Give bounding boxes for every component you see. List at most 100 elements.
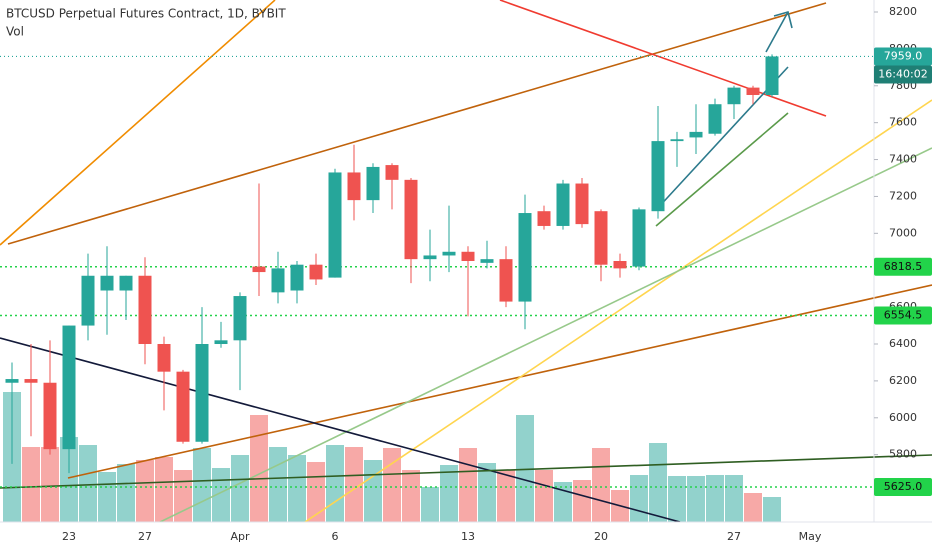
candle-body [309, 264, 323, 280]
y-tick-label: 6000 [889, 411, 917, 424]
candle-body [214, 340, 228, 345]
x-tick-label: 13 [461, 530, 475, 543]
volume-bar [288, 455, 306, 522]
volume-bar [307, 462, 325, 522]
volume-bar [668, 476, 686, 522]
x-tick-label: May [799, 530, 822, 543]
candle-body [632, 209, 646, 267]
volume-pane [3, 392, 781, 522]
candle-body [727, 87, 741, 105]
y-tick-label: 6200 [889, 374, 917, 387]
candle-body [708, 104, 722, 134]
volume-bar [459, 448, 477, 522]
y-tick-label: 7200 [889, 189, 917, 202]
candle-body [499, 259, 513, 302]
level-label: 6554.5 [884, 309, 923, 322]
volume-bar [136, 460, 154, 522]
candle-body [271, 268, 285, 293]
volume-bar [592, 448, 610, 522]
countdown-box [874, 65, 932, 84]
last-price-label: 7959.0 [884, 49, 923, 62]
trendline [67, 284, 932, 479]
volume-bar [117, 464, 135, 522]
volume-bar [516, 415, 534, 522]
y-tick-label: 7400 [889, 153, 917, 166]
candle-body [670, 139, 684, 142]
volume-bar [193, 448, 211, 522]
last-price-box [874, 47, 932, 66]
volume-bar [231, 455, 249, 522]
level-label-box [874, 306, 932, 325]
x-tick-label: 6 [332, 530, 339, 543]
volume-bar [402, 470, 420, 522]
trendline [0, 0, 276, 246]
candle-body [119, 275, 133, 291]
x-tick-label: 20 [594, 530, 608, 543]
candle-body [62, 325, 76, 450]
trendlines [0, 0, 932, 522]
volume-bar [630, 475, 648, 522]
volume-bar [478, 463, 496, 522]
candle-body [347, 172, 361, 201]
arrow [765, 11, 793, 53]
volume-bar [421, 487, 439, 522]
y-tick-label: 8200 [889, 5, 917, 18]
candle-body [366, 166, 380, 201]
volume-bar [687, 476, 705, 522]
volume-bar [497, 470, 515, 522]
x-tick-label: 23 [62, 530, 76, 543]
countdown-label: 16:40:02 [878, 67, 927, 80]
volume-bar [649, 443, 667, 522]
volume-bar [725, 475, 743, 522]
volume-bar [345, 447, 363, 522]
candle-body [138, 275, 152, 345]
candle-body [461, 251, 475, 261]
trendline [304, 99, 932, 522]
x-tick-label: Apr [230, 530, 250, 543]
volume-bar [98, 472, 116, 522]
level-label-box [874, 477, 932, 496]
candle-body [746, 87, 760, 95]
candle-body [157, 344, 171, 372]
volume-bar [22, 447, 40, 522]
candle-body [442, 251, 456, 256]
volume-bar [269, 447, 287, 522]
volume-bar [573, 480, 591, 522]
volume-bar [250, 415, 268, 522]
candle-body [385, 165, 399, 180]
trendline [0, 337, 681, 522]
volume-bar [212, 468, 230, 522]
candle-body [290, 264, 304, 291]
candle-body [5, 379, 19, 383]
volume-bar [60, 437, 78, 522]
volume-bar [744, 493, 762, 522]
levels [0, 55, 874, 488]
candle-body [594, 211, 608, 265]
candle-body [423, 255, 437, 260]
level-label-box [874, 257, 932, 276]
volume-bar [41, 447, 59, 522]
candle-body [556, 183, 570, 226]
y-tick-label: 5800 [889, 448, 917, 461]
candle-body [81, 275, 95, 326]
candle-body [575, 183, 589, 225]
y-tick-label: 6400 [889, 337, 917, 350]
volume-bar [326, 445, 344, 522]
trendline [0, 454, 932, 489]
trendline [159, 147, 932, 522]
candle-body [43, 382, 57, 450]
x-tick-label: 27 [727, 530, 741, 543]
candle-body [100, 275, 114, 291]
candle-body [195, 344, 209, 442]
candle-body [689, 131, 703, 138]
candle-body [537, 211, 551, 226]
candle-body [518, 213, 532, 302]
price-labels: 6818.5 6554.5 5625.0 7959.0 16:40:02 [874, 47, 932, 496]
candle-body [252, 266, 266, 273]
candle-body [404, 179, 418, 260]
candle-body [176, 371, 190, 442]
candle-body [233, 296, 247, 341]
candle-body [328, 172, 342, 278]
